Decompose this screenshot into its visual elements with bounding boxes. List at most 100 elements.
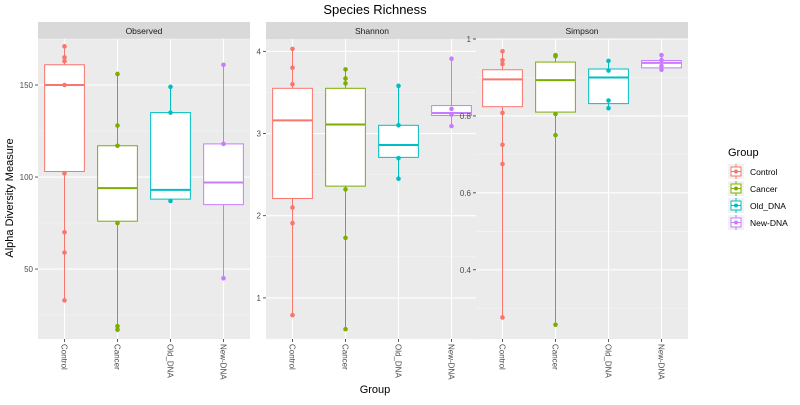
data-point [221, 62, 226, 68]
iqr-box [325, 87, 366, 187]
iqr-box [378, 124, 419, 158]
legend: Group Control Cancer Old_DNA New-DNA [728, 147, 788, 230]
facet-strip-label: Simpson [565, 26, 598, 36]
data-point [396, 155, 401, 161]
box-old-dna [150, 84, 191, 204]
iqr-box [272, 87, 313, 199]
data-point [553, 132, 558, 138]
iqr-box [44, 64, 85, 173]
data-point [115, 220, 120, 226]
data-point [115, 71, 120, 77]
box-new-dna [203, 62, 244, 281]
y-tick-label: 150 [20, 81, 34, 90]
chart-title: Species Richness [323, 2, 427, 17]
box-new-dna [431, 56, 472, 129]
y-tick-label: 1 [467, 35, 472, 44]
data-point [500, 142, 505, 148]
y-tick-label: 1 [257, 294, 262, 303]
y-tick-label: 0.8 [460, 112, 472, 121]
box-old-dna [378, 83, 419, 182]
data-point [343, 76, 348, 81]
data-point [553, 54, 558, 59]
iqr-box [482, 69, 523, 108]
facet-strip [476, 22, 688, 39]
x-tick-label: Control [288, 344, 297, 370]
data-point [449, 112, 454, 117]
data-point [606, 98, 611, 103]
panel-simpson: Simpson 0.4 0.6 0.8 1 Control Cancer Old_DNA New… [460, 22, 688, 380]
x-tick-label: Old_DNA [604, 344, 613, 378]
box-cancer [97, 71, 138, 333]
legend-label: Control [750, 167, 778, 177]
data-point [62, 55, 67, 60]
data-point [500, 61, 505, 67]
data-point [553, 322, 558, 328]
x-tick-label: Control [498, 344, 507, 370]
iqr-box [97, 145, 138, 222]
legend-entry-new-dna: New-DNA [728, 215, 788, 230]
data-point [500, 110, 505, 116]
data-point [449, 56, 454, 62]
box-cancer [535, 52, 576, 328]
data-point [449, 123, 454, 129]
y-tick-label: 0.6 [460, 189, 472, 198]
data-point [290, 205, 295, 210]
box-old-dna [588, 58, 629, 111]
panel-observed: Observed 50 100 150 Control Cancer Old_DNA New-… [20, 22, 250, 380]
x-tick-label: Cancer [551, 344, 560, 370]
iqr-box [535, 61, 576, 113]
data-point [62, 171, 67, 176]
facet-strip-label: Observed [126, 26, 163, 36]
data-point [343, 81, 348, 86]
data-point [168, 84, 173, 90]
box-control [272, 46, 313, 318]
box-new-dna [641, 52, 682, 73]
y-tick-label: 100 [20, 173, 34, 182]
x-tick-label: Old_DNA [166, 344, 175, 378]
data-point [500, 49, 505, 54]
data-point [553, 111, 558, 117]
legend-entry-control: Control [728, 164, 778, 179]
data-point [62, 82, 67, 88]
data-point [606, 105, 611, 111]
x-tick-label: New-DNA [657, 344, 666, 380]
data-point [115, 323, 120, 329]
data-point [500, 161, 505, 167]
facet-strip-label: Shannon [355, 26, 389, 36]
data-point [115, 327, 120, 333]
panel-shannon: Shannon 1 2 3 4 Control Cancer Old_DNA New-DNA [257, 22, 478, 380]
legend-label: New-DNA [750, 218, 788, 228]
data-point [500, 57, 505, 63]
legend-key-point [734, 203, 738, 208]
data-point [290, 65, 295, 71]
data-point [168, 198, 173, 204]
x-axis-title: Group [360, 384, 391, 396]
legend-entry-old-dna: Old_DNA [728, 198, 786, 213]
data-point [168, 110, 173, 115]
y-tick-label: 4 [257, 47, 262, 56]
data-point [659, 63, 664, 69]
box-cancer [325, 67, 366, 332]
x-tick-label: Old_DNA [394, 344, 403, 378]
iqr-box [203, 143, 244, 206]
y-tick-label: 0.4 [460, 266, 472, 275]
data-point [62, 229, 67, 235]
data-point [396, 83, 401, 89]
data-point [115, 123, 120, 128]
data-point [659, 67, 664, 73]
legend-key-point [734, 186, 738, 191]
x-tick-label: Cancer [341, 344, 350, 370]
data-point [343, 235, 348, 241]
legend-key-point [734, 220, 738, 225]
facet-panels: Observed 50 100 150 Control Cancer Old_DNA New-… [20, 22, 688, 380]
data-point [659, 52, 664, 58]
data-point [343, 67, 348, 72]
x-tick-label: New-DNA [447, 344, 456, 380]
data-point [290, 81, 295, 87]
facet-strip [38, 22, 250, 39]
legend-label: Old_DNA [750, 201, 786, 211]
data-point [62, 44, 67, 49]
data-point [62, 58, 67, 64]
